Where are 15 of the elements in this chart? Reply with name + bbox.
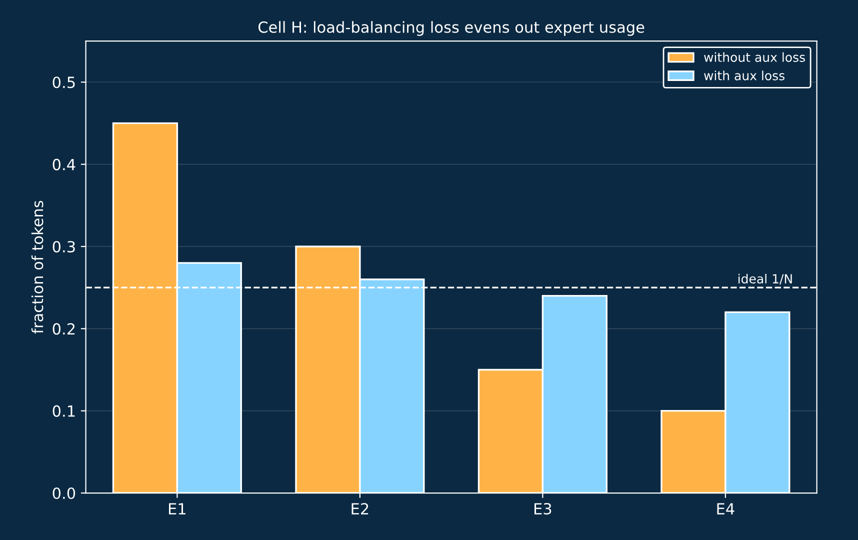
x-tick-label: E4 [717,503,734,514]
chart-title: Cell H: load-balancing loss evens out expert usage [258,21,644,36]
y-tick-label: 0.3 [52,240,75,253]
ref-line-label: ideal 1/N [738,274,792,284]
x-tick-label: E1 [168,503,186,514]
x-tick-label: E2 [352,503,368,514]
y-tick-label: 0.0 [52,487,76,500]
y-tick-label: 0.4 [52,158,76,170]
legend-label: with aux loss [704,70,784,80]
legend-label: without aux loss [704,52,805,62]
y-axis-title: fraction of tokens [31,200,44,334]
x-tick-label: E3 [534,503,552,515]
y-tick-label: 0.5 [52,76,75,88]
y-tick-label: 0.1 [52,405,75,417]
y-tick-label: 0.2 [52,323,75,335]
